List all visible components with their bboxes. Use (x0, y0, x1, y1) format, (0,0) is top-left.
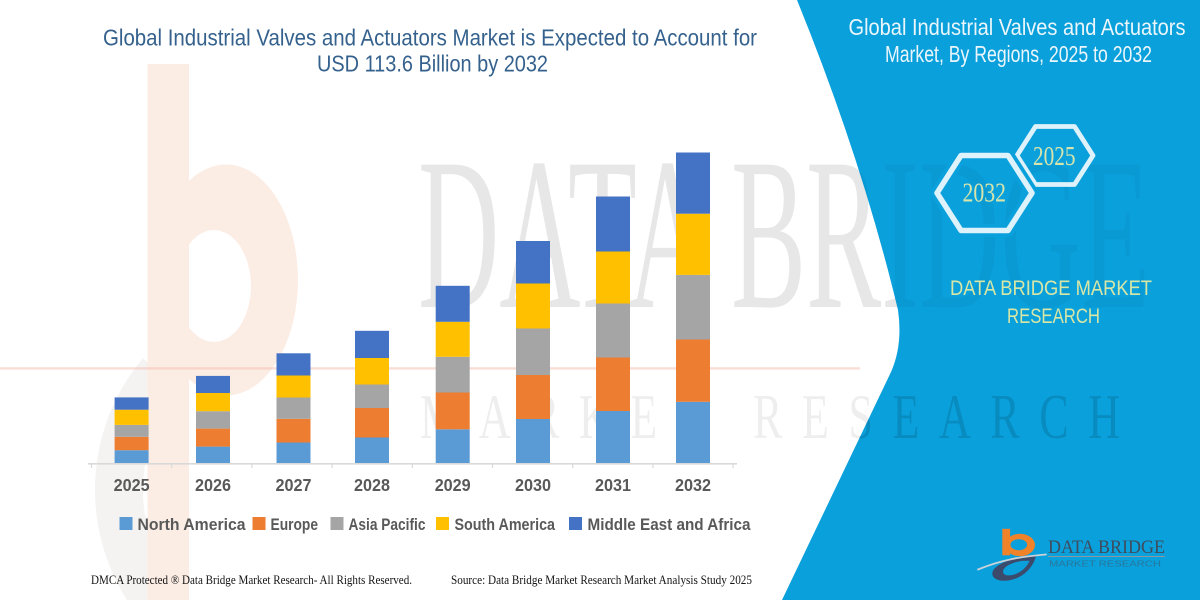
svg-text:Europe: Europe (271, 516, 319, 534)
svg-text:DATA BRIDGE: DATA BRIDGE (1048, 537, 1165, 558)
svg-text:2026: 2026 (195, 475, 231, 495)
svg-text:2029: 2029 (435, 475, 471, 495)
svg-text:Asia Pacific: Asia Pacific (349, 516, 426, 534)
svg-text:South America: South America (455, 516, 556, 534)
svg-text:DMCA Protected ® Data Bridge M: DMCA Protected ® Data Bridge Market Rese… (91, 572, 412, 587)
svg-text:2027: 2027 (276, 475, 312, 495)
svg-text:2032: 2032 (963, 177, 1007, 208)
svg-text:DATA BRIDGE MARKET: DATA BRIDGE MARKET (950, 277, 1152, 300)
svg-text:2028: 2028 (354, 475, 390, 495)
svg-text:2025: 2025 (1033, 141, 1076, 171)
svg-text:MARKET RESEARCH: MARKET RESEARCH (1049, 560, 1161, 569)
svg-text:Market, By Regions, 2025 to 20: Market, By Regions, 2025 to 2032 (885, 41, 1152, 67)
svg-text:2032: 2032 (675, 475, 711, 495)
svg-text:Middle East and Africa: Middle East and Africa (588, 516, 752, 534)
svg-text:2031: 2031 (595, 475, 631, 495)
svg-text:RESEARCH: RESEARCH (1007, 305, 1100, 328)
svg-text:2030: 2030 (515, 475, 551, 495)
svg-text:USD 113.6 Billion by 2032: USD 113.6 Billion by 2032 (317, 51, 548, 77)
svg-text:Source: Data Bridge Market Res: Source: Data Bridge Market Research Mark… (451, 572, 752, 587)
svg-text:2025: 2025 (114, 475, 150, 495)
svg-text:North America: North America (138, 516, 247, 534)
svg-text:Global Industrial Valves and A: Global Industrial Valves and Actuators (849, 14, 1186, 40)
svg-text:Global Industrial Valves and A: Global Industrial Valves and Actuators M… (103, 25, 757, 51)
